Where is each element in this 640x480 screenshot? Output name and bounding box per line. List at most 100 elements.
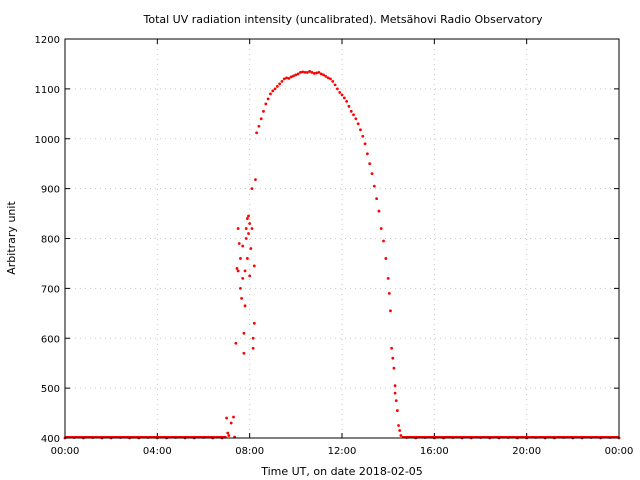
data-point — [278, 82, 282, 86]
x-tick-label: 08:00 — [235, 446, 264, 457]
data-point — [226, 431, 230, 435]
data-point — [236, 227, 240, 230]
data-point — [359, 128, 362, 132]
y-tick-label: 700 — [41, 284, 60, 295]
data-point — [269, 92, 272, 96]
x-tick-label: 00:00 — [51, 446, 80, 457]
data-point — [235, 267, 239, 270]
data-point — [237, 242, 241, 245]
data-point — [319, 72, 323, 76]
y-tick-label: 600 — [41, 334, 60, 345]
data-point — [354, 117, 358, 121]
data-point — [240, 296, 243, 300]
data-point — [250, 227, 254, 230]
data-point — [275, 84, 279, 88]
data-point — [244, 237, 248, 240]
x-axis-label: Time UT, on date 2018-02-05 — [260, 465, 423, 478]
data-point — [254, 178, 257, 182]
data-point — [317, 71, 321, 74]
data-point — [225, 416, 228, 420]
data-point — [287, 77, 291, 80]
data-point — [249, 247, 253, 250]
data-point — [342, 96, 346, 100]
data-point — [303, 71, 307, 74]
data-point — [264, 102, 268, 106]
chart-title: Total UV radiation intensity (uncalibrat… — [143, 13, 543, 26]
data-point — [310, 71, 314, 74]
data-point — [239, 257, 242, 260]
data-point — [247, 232, 250, 235]
data-point — [229, 421, 233, 425]
data-point — [236, 269, 240, 273]
data-point — [322, 73, 325, 77]
data-point — [390, 346, 394, 350]
y-tick-label: 400 — [41, 434, 60, 445]
data-point — [352, 113, 355, 117]
data-point — [242, 331, 246, 335]
data-point — [257, 124, 261, 128]
data-point — [398, 429, 402, 432]
data-point — [361, 134, 365, 138]
tick-labels: 400 500 600 700 800 900 1000 1100 1200 00:00 04:00… — [35, 35, 634, 457]
data-point — [347, 104, 351, 108]
data-point — [245, 217, 249, 220]
data-point — [242, 351, 246, 355]
data-point — [271, 89, 275, 93]
data-point — [379, 227, 383, 230]
x-tick-label: 16:00 — [420, 446, 449, 457]
data-point — [324, 75, 328, 78]
data-point — [227, 434, 231, 437]
data-point — [370, 172, 374, 176]
data-point — [241, 244, 245, 248]
data-point — [282, 77, 286, 81]
data-point — [391, 356, 395, 360]
data-point — [232, 415, 235, 419]
data-point — [393, 391, 397, 395]
y-tick-label: 1100 — [35, 85, 60, 96]
data-point — [292, 74, 295, 78]
data-point — [252, 264, 256, 268]
data-point — [365, 152, 369, 156]
data-point — [266, 97, 270, 101]
x-tick-label: 12:00 — [328, 446, 357, 457]
data-point — [315, 71, 319, 75]
data-point — [387, 291, 391, 295]
data-point — [245, 257, 249, 260]
data-point — [312, 72, 316, 75]
data-point — [389, 309, 392, 313]
y-tick-label: 800 — [41, 235, 60, 246]
data-point — [333, 83, 337, 87]
data-point — [393, 384, 397, 388]
data-point — [285, 76, 288, 80]
y-tick-label: 900 — [41, 185, 60, 196]
data-point — [301, 70, 305, 74]
data-point — [394, 399, 398, 402]
data-point — [255, 131, 258, 135]
data-point — [345, 99, 349, 103]
data-point — [289, 75, 293, 79]
data-point — [377, 209, 381, 213]
y-tick-label: 500 — [41, 384, 60, 395]
data-point — [368, 162, 372, 166]
data-point — [372, 184, 376, 188]
y-axis-label: Arbitrary unit — [5, 201, 18, 275]
data-point — [305, 71, 309, 74]
data-point — [251, 346, 255, 350]
plot-frame — [64, 38, 620, 439]
data-point — [294, 73, 298, 77]
data-point — [397, 424, 400, 427]
data-point — [331, 79, 335, 83]
data-point — [335, 87, 339, 91]
grid-lines — [65, 39, 619, 438]
y-tick-label: 1200 — [35, 35, 60, 46]
data-point — [392, 366, 396, 370]
data-point — [326, 76, 330, 80]
data-point — [252, 321, 256, 325]
data-point — [243, 304, 247, 308]
data-point — [234, 341, 238, 345]
data-point — [399, 434, 403, 437]
x-tick-label: 00:00 — [605, 446, 634, 457]
data-point — [239, 286, 242, 290]
data-point — [382, 239, 385, 243]
data-point — [248, 222, 252, 225]
